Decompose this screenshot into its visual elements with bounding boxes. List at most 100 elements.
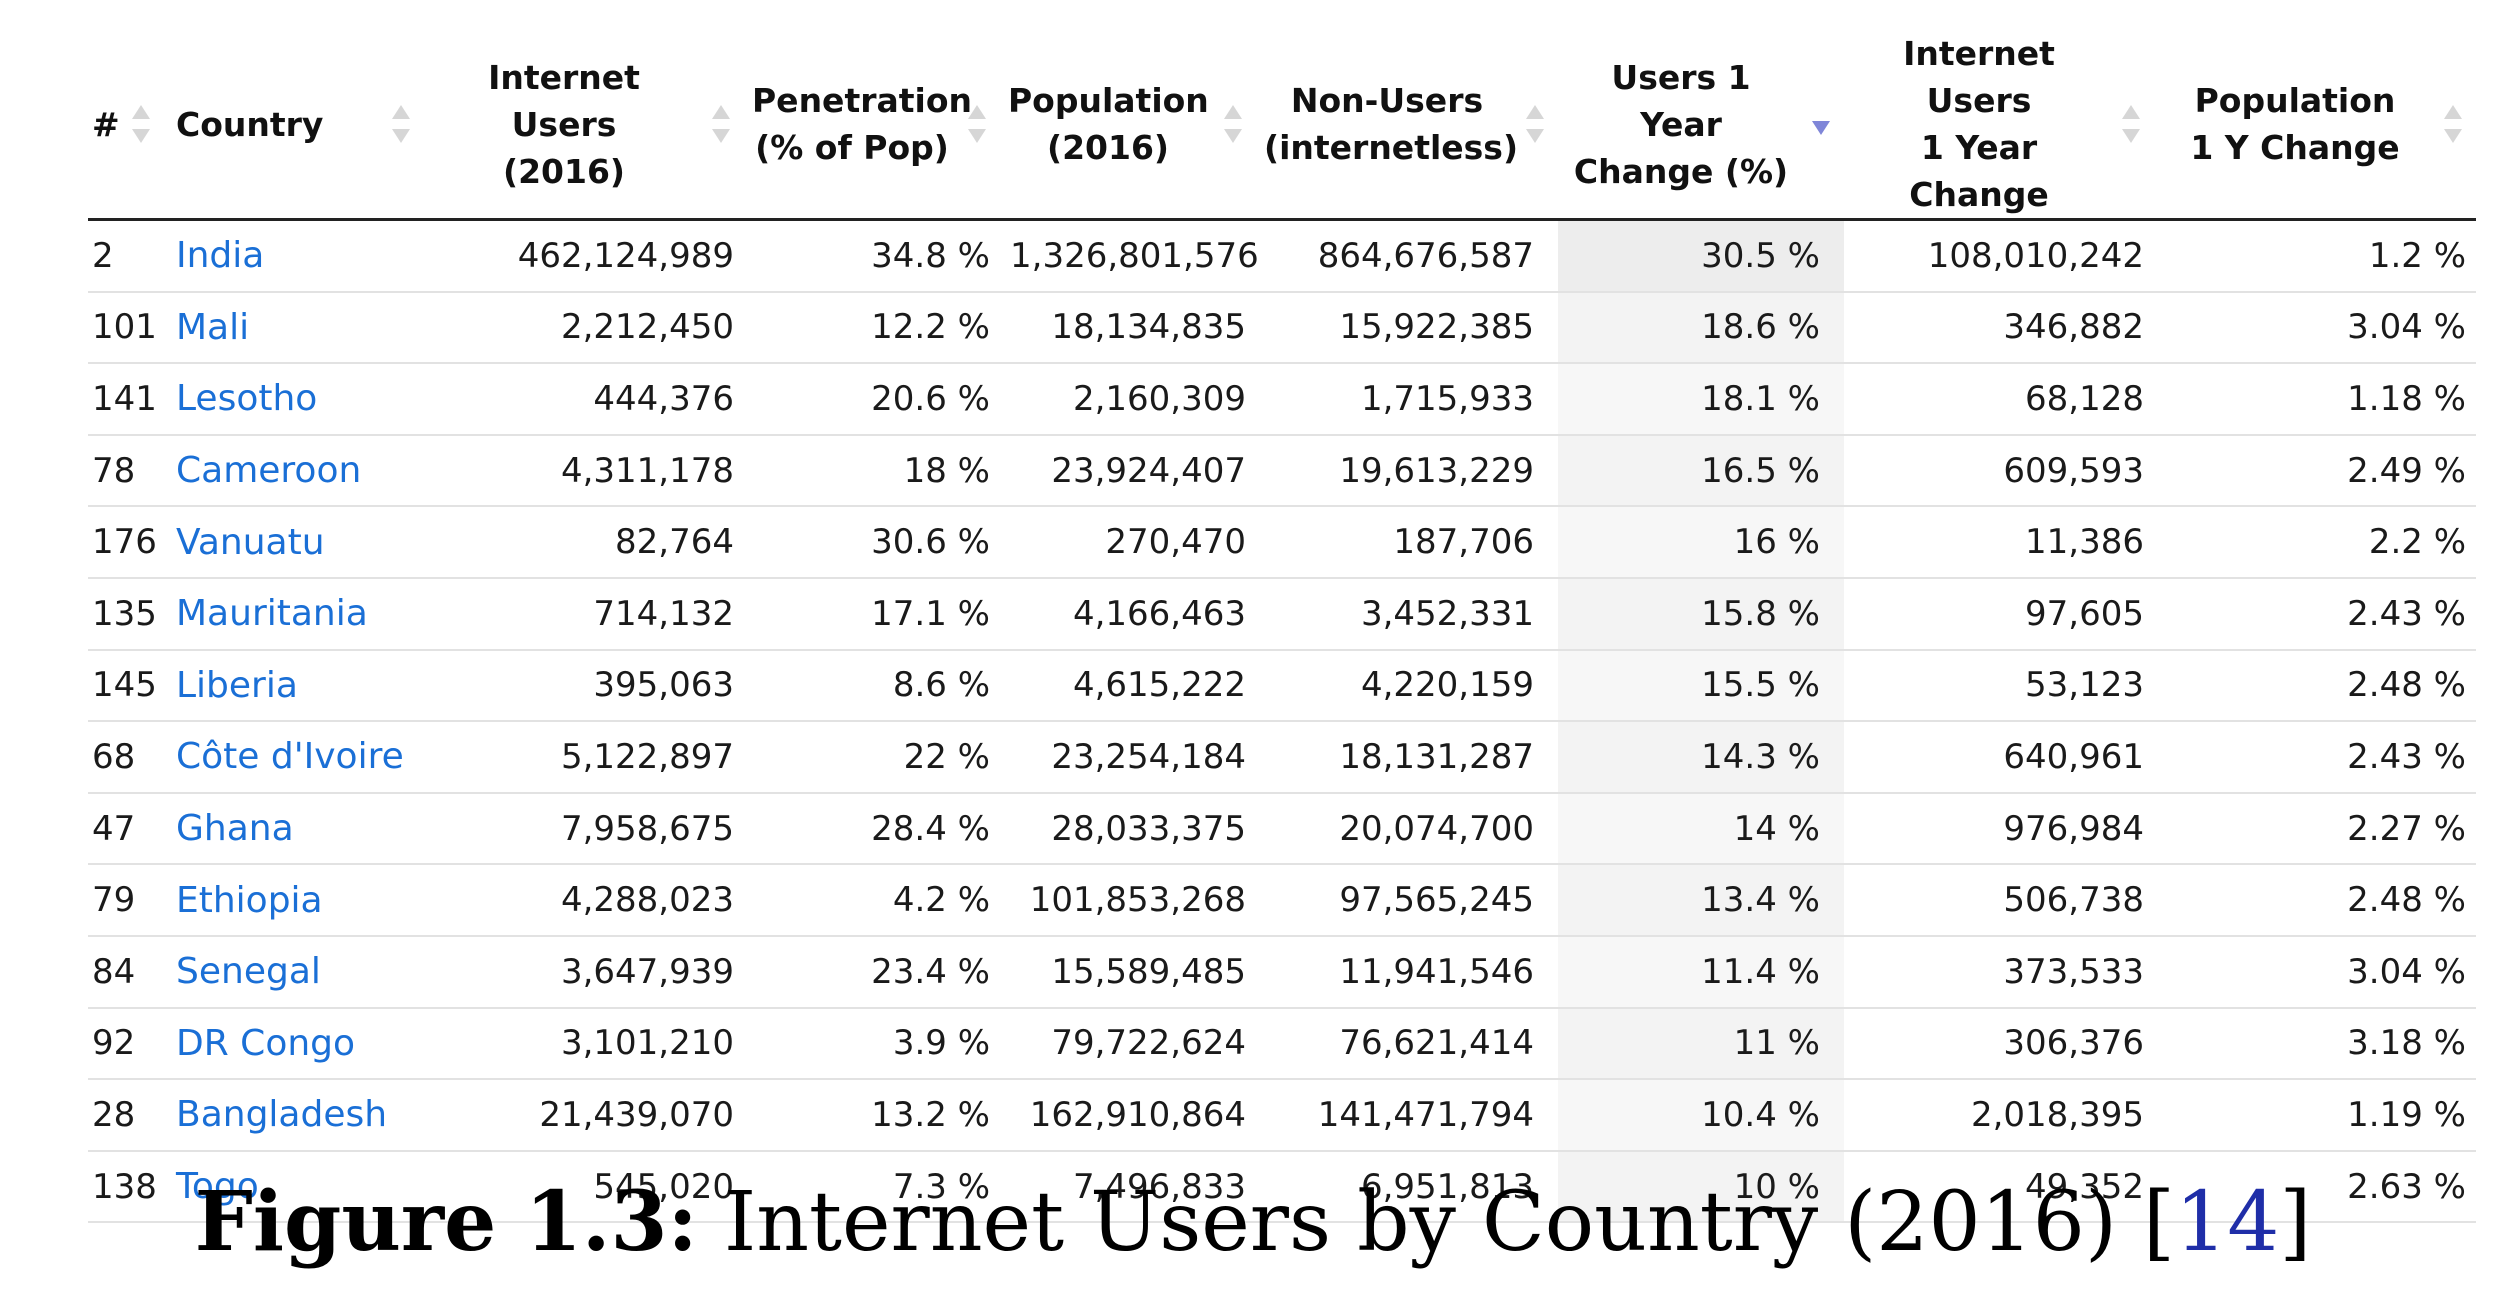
- country-link[interactable]: Lesotho: [172, 363, 424, 436]
- table-cell-internet-users: 4,311,178: [424, 434, 744, 508]
- table-cell-population-1-year-change: 2.27 %: [2154, 792, 2476, 866]
- column-header-sublabel: (2016): [502, 151, 625, 191]
- table-cell-penetration: 4.2 %: [744, 864, 1000, 937]
- table-cell-internet-users-1-year-change: 346,882: [1844, 291, 2154, 365]
- column-header-label: Non-Users: [1290, 81, 1484, 120]
- column-header-non-users[interactable]: Non-Users (internetless): [1256, 30, 1558, 221]
- column-header-country[interactable]: Country: [172, 30, 424, 221]
- table-cell-internet-users: 7,958,675: [424, 792, 744, 866]
- table-cell-rank: 145: [88, 649, 172, 723]
- internet-users-table: # Country Internet Users (2016) Penetration (…: [88, 30, 2476, 1224]
- column-header-label: Internet Users: [488, 57, 640, 144]
- column-header-population[interactable]: Population (2016): [1000, 30, 1256, 221]
- country-link[interactable]: Cameroon: [172, 434, 424, 508]
- column-header-penetration[interactable]: Penetration (% of Pop): [744, 30, 1000, 221]
- table-cell-population: 4,166,463: [1000, 577, 1256, 651]
- column-header-population-1-year-change[interactable]: Population 1 Y Change: [2154, 30, 2476, 221]
- table-row: 101 Mali 2,212,450 12.2 % 18,134,835 15,922,3…: [88, 291, 2476, 365]
- column-header-rank[interactable]: #: [88, 30, 172, 221]
- table-cell-population: 4,615,222: [1000, 649, 1256, 723]
- table-cell-internet-users: 21,439,070: [424, 1079, 744, 1152]
- table-cell-non-users: 19,613,229: [1256, 434, 1558, 508]
- table-cell-penetration: 8.6 %: [744, 649, 1000, 723]
- table-cell-users-1-year-change: 18.1 %: [1558, 363, 1844, 436]
- country-link[interactable]: Vanuatu: [172, 506, 424, 579]
- table-cell-rank: 135: [88, 577, 172, 651]
- table-cell-users-1-year-change: 14.3 %: [1558, 721, 1844, 794]
- table-cell-non-users: 864,676,587: [1256, 219, 1558, 293]
- sort-toggle-icon[interactable]: [2122, 105, 2140, 143]
- table-cell-internet-users-1-year-change: 97,605: [1844, 577, 2154, 651]
- table-cell-population: 270,470: [1000, 506, 1256, 579]
- column-header-label: Internet Users: [1903, 34, 2055, 120]
- country-link[interactable]: Senegal: [172, 935, 424, 1009]
- table-row: 2 India 462,124,989 34.8 % 1,326,801,576 864,…: [88, 219, 2476, 293]
- table-cell-population: 2,160,309: [1000, 363, 1256, 436]
- table-cell-penetration: 30.6 %: [744, 506, 1000, 579]
- table-cell-rank: 78: [88, 434, 172, 508]
- table-body: 2 India 462,124,989 34.8 % 1,326,801,576 864,…: [88, 219, 2476, 1224]
- sort-toggle-icon[interactable]: [132, 105, 150, 143]
- table-cell-penetration: 3.9 %: [744, 1007, 1000, 1081]
- table-cell-population-1-year-change: 1.18 %: [2154, 363, 2476, 436]
- sort-toggle-icon[interactable]: [712, 105, 730, 143]
- table-cell-non-users: 1,715,933: [1256, 363, 1558, 436]
- table-cell-internet-users-1-year-change: 976,984: [1844, 792, 2154, 866]
- table-row: 79 Ethiopia 4,288,023 4.2 % 101,853,268 97,56…: [88, 864, 2476, 937]
- country-link[interactable]: Ethiopia: [172, 864, 424, 937]
- country-link[interactable]: Côte d'Ivoire: [172, 721, 424, 794]
- country-link[interactable]: Togo: [172, 1150, 424, 1224]
- table-cell-internet-users: 462,124,989: [424, 219, 744, 293]
- column-header-sublabel: (internetless): [1264, 128, 1519, 167]
- column-header-sublabel: 1 Y Change: [2190, 128, 2400, 167]
- citation-link[interactable]: 14: [2175, 1175, 2280, 1270]
- table-header-row: # Country Internet Users (2016) Penetration (…: [88, 30, 2476, 221]
- table-cell-internet-users: 82,764: [424, 506, 744, 579]
- table-cell-non-users: 76,621,414: [1256, 1007, 1558, 1081]
- table-cell-rank: 79: [88, 864, 172, 937]
- table-cell-internet-users: 395,063: [424, 649, 744, 723]
- figure-caption: Figure 1.3: Internet Users by Country (2…: [0, 1172, 2506, 1273]
- table-cell-rank: 68: [88, 721, 172, 794]
- table-row: 84 Senegal 3,647,939 23.4 % 15,589,485 11,941…: [88, 935, 2476, 1009]
- table-cell-non-users: 6,951,813: [1256, 1150, 1558, 1224]
- column-header-sublabel: Change (%): [1573, 151, 1789, 191]
- table-cell-users-1-year-change: 10 %: [1558, 1150, 1844, 1224]
- column-header-internet-users[interactable]: Internet Users (2016): [424, 30, 744, 221]
- table-cell-rank: 84: [88, 935, 172, 1009]
- country-link[interactable]: DR Congo: [172, 1007, 424, 1081]
- sort-toggle-icon[interactable]: [2444, 105, 2462, 143]
- table-cell-users-1-year-change: 15.8 %: [1558, 577, 1844, 651]
- table-cell-internet-users-1-year-change: 49,352: [1844, 1150, 2154, 1224]
- table-cell-internet-users-1-year-change: 306,376: [1844, 1007, 2154, 1081]
- sort-descending-icon[interactable]: [1812, 105, 1830, 143]
- column-header-label: Users 1 Year: [1611, 57, 1751, 144]
- table-cell-non-users: 141,471,794: [1256, 1079, 1558, 1152]
- column-header-users-1-year-change[interactable]: Users 1 Year Change (%): [1558, 30, 1844, 221]
- table-row: 68 Côte d'Ivoire 5,122,897 22 % 23,254,184 18…: [88, 721, 2476, 794]
- sort-toggle-icon[interactable]: [1526, 105, 1544, 143]
- country-link[interactable]: Bangladesh: [172, 1079, 424, 1152]
- table-cell-internet-users: 545,020: [424, 1150, 744, 1224]
- sort-toggle-icon[interactable]: [392, 105, 410, 143]
- column-header-internet-users-1-year-change[interactable]: Internet Users 1 Year Change: [1844, 30, 2154, 221]
- table-cell-population-1-year-change: 2.48 %: [2154, 649, 2476, 723]
- country-link[interactable]: Liberia: [172, 649, 424, 723]
- country-link[interactable]: Ghana: [172, 792, 424, 866]
- country-link[interactable]: Mauritania: [172, 577, 424, 651]
- column-header-sublabel: 1 Year Change: [1909, 128, 2049, 214]
- country-link[interactable]: India: [172, 219, 424, 293]
- table-cell-users-1-year-change: 15.5 %: [1558, 649, 1844, 723]
- table-cell-population-1-year-change: 3.04 %: [2154, 935, 2476, 1009]
- table-cell-non-users: 97,565,245: [1256, 864, 1558, 937]
- country-link[interactable]: Mali: [172, 291, 424, 365]
- table-cell-penetration: 22 %: [744, 721, 1000, 794]
- table-cell-internet-users: 3,101,210: [424, 1007, 744, 1081]
- table-cell-penetration: 13.2 %: [744, 1079, 1000, 1152]
- table-cell-population: 28,033,375: [1000, 792, 1256, 866]
- table-cell-population: 1,326,801,576: [1000, 219, 1259, 293]
- sort-toggle-icon[interactable]: [968, 105, 986, 143]
- table-cell-population: 101,853,268: [1000, 864, 1256, 937]
- table-row: 135 Mauritania 714,132 17.1 % 4,166,463 3,452…: [88, 577, 2476, 651]
- sort-toggle-icon[interactable]: [1224, 105, 1242, 143]
